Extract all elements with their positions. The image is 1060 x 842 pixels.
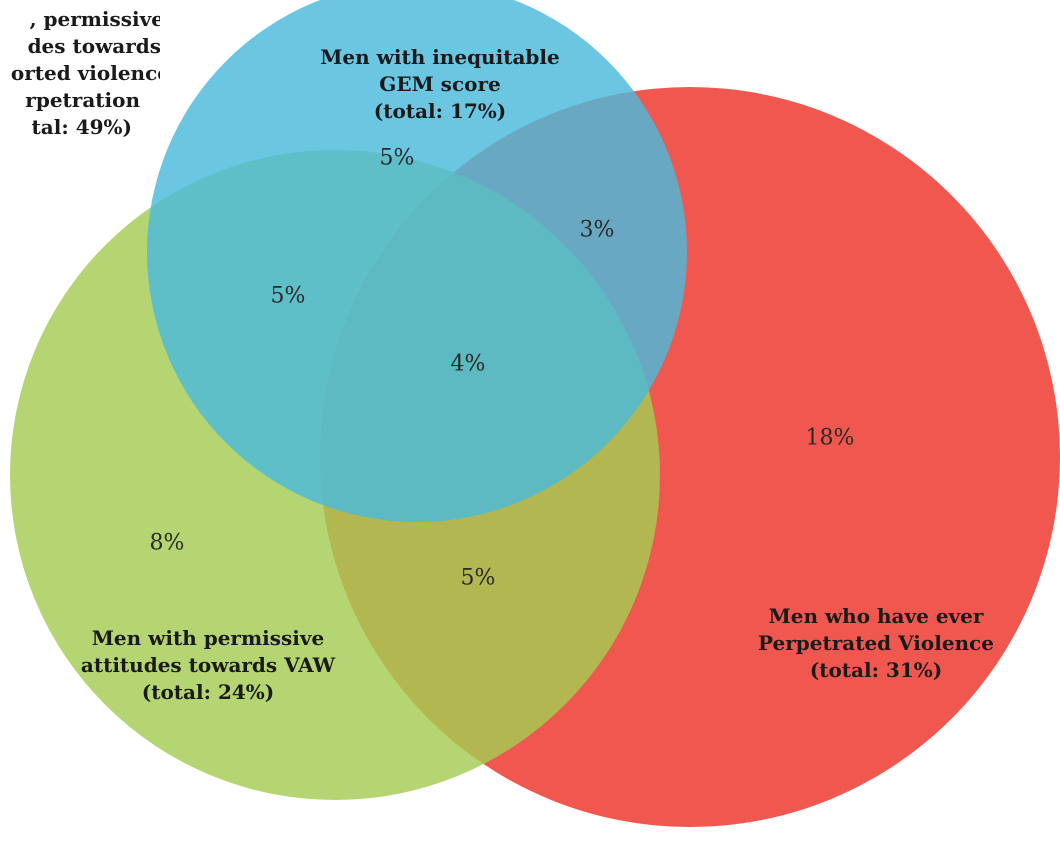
corner-note: , permissive des towards, orted violence…: [0, 0, 160, 160]
set-label-attitudes-line-1: Men with permissive: [91, 626, 325, 650]
corner-note-line-1: , permissive: [29, 7, 160, 31]
set-label-gem-line-3: (total: 17%): [373, 99, 507, 123]
region-attitudes-only: 8%: [149, 530, 185, 556]
set-label-attitudes: Men with permissive attitudes towards VA…: [81, 625, 335, 706]
set-circle-gem: [147, 0, 687, 522]
set-label-attitudes-line-2: attitudes towards VAW: [80, 653, 336, 677]
set-label-violence-line-1: Men who have ever: [768, 604, 984, 628]
set-label-attitudes-line-3: (total: 24%): [141, 680, 275, 704]
corner-note-line-2: des towards,: [27, 34, 160, 58]
set-label-gem-line-2: GEM score: [379, 72, 501, 96]
region-gem-only: 5%: [379, 145, 415, 171]
set-label-violence-line-3: (total: 31%): [809, 658, 943, 682]
region-violence-only: 18%: [805, 425, 855, 451]
region-gem-violence: 3%: [579, 217, 615, 243]
set-label-gem: Men with inequitable GEM score (total: 1…: [320, 44, 559, 125]
corner-note-line-4: rpetration: [25, 88, 140, 112]
set-label-violence-line-2: Perpetrated Violence: [758, 631, 994, 655]
set-label-violence: Men who have ever Perpetrated Violence (…: [758, 603, 994, 684]
corner-note-line-3: orted violence: [10, 61, 160, 85]
set-label-gem-line-1: Men with inequitable: [320, 45, 560, 69]
region-attitudes-violence: 5%: [460, 565, 496, 591]
region-all-three: 4%: [450, 351, 486, 377]
corner-note-line-5: tal: 49%): [31, 115, 132, 139]
region-gem-attitudes: 5%: [270, 283, 306, 309]
